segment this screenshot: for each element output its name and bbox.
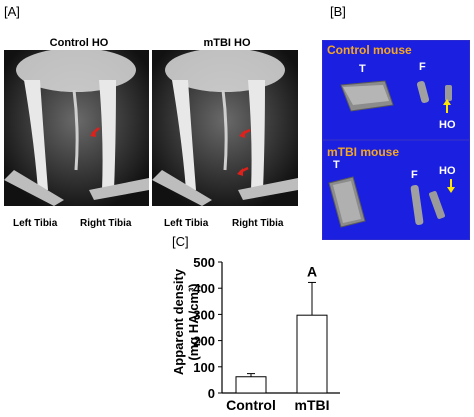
control-xray-image: [4, 50, 149, 206]
y-tick-label: 300: [193, 307, 215, 322]
y-tick-label: 100: [193, 360, 215, 375]
significance-annotation: A: [307, 263, 317, 279]
mtbi-mouse-ct-panel: mTBI mouse T F HO: [322, 140, 470, 240]
tag-f-control: F: [419, 61, 426, 73]
mtbi-xray-drawing: [152, 50, 298, 206]
tag-ho-control: HO: [439, 119, 456, 131]
control-ho-title: Control HO: [49, 37, 109, 49]
y-tick-label: 0: [208, 386, 215, 401]
x-category-label: Control: [226, 397, 276, 413]
panel-a-label: [A]: [4, 4, 20, 19]
control-ct-drawing: [340, 80, 452, 113]
right-tibia-label-mtbi: Right Tibia: [232, 218, 284, 229]
mtbi-ho-title: mTBI HO: [203, 37, 251, 49]
y-tick-label: 200: [193, 334, 215, 349]
tag-t-control: T: [359, 63, 366, 75]
y-tick-label: 400: [193, 281, 215, 296]
tag-f-mtbi: F: [411, 169, 418, 181]
bar-control: [235, 376, 267, 394]
bar-mtbi: [296, 314, 328, 394]
mtbi-mouse-title: mTBI mouse: [327, 145, 400, 159]
mtbi-xray-image: [152, 50, 298, 206]
y-tick-label: 500: [193, 255, 215, 270]
tag-t-mtbi: T: [333, 159, 340, 171]
left-tibia-label-control: Left Tibia: [13, 218, 58, 229]
x-category-label: mTBI: [295, 397, 330, 413]
mtbi-ct-drawing: [328, 176, 455, 228]
left-tibia-label-mtbi: Left Tibia: [164, 218, 209, 229]
control-mouse-ct-panel: Control mouse T F HO: [322, 40, 470, 140]
panel-c-label: [C]: [172, 234, 189, 249]
control-mouse-title: Control mouse: [327, 43, 412, 57]
tag-ho-mtbi: HO: [439, 165, 456, 177]
panel-b-label: [B]: [330, 4, 346, 19]
control-xray-drawing: [4, 50, 149, 206]
right-tibia-label-control: Right Tibia: [80, 218, 132, 229]
